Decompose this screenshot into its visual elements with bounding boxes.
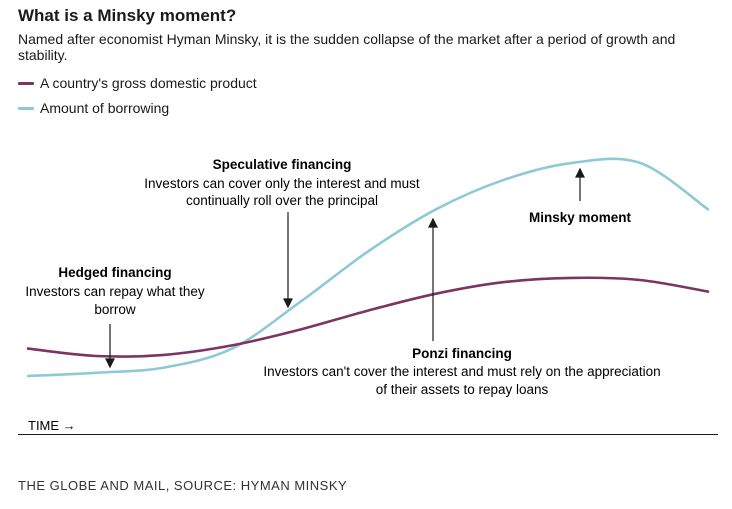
chart-title: What is a Minsky moment? <box>18 6 237 25</box>
legend-item-borrowing: Amount of borrowing <box>18 100 169 116</box>
speculative-arrowhead <box>283 298 293 309</box>
speculative-line1: Investors can cover only the interest an… <box>144 176 420 191</box>
source-credit: THE GLOBE AND MAIL, SOURCE: HYMAN MINSKY <box>18 478 348 493</box>
minsky-title: Minsky moment <box>529 210 632 225</box>
ponzi-line2: of their assets to repay loans <box>376 382 549 397</box>
ponzi-arrowhead <box>428 217 438 228</box>
hedged-arrowhead <box>105 358 115 369</box>
legend-label-gdp: A country's gross domestic product <box>40 75 257 91</box>
series-line-borrowing <box>26 157 710 378</box>
legend-swatch-borrowing <box>18 106 34 110</box>
speculative-line2: continually roll over the principal <box>186 193 378 208</box>
hedged-title: Hedged financing <box>58 265 171 280</box>
hedged-line2: borrow <box>94 302 136 317</box>
hedged-line1: Investors can repay what they <box>25 284 205 299</box>
chart-subtitle: Named after economist Hyman Minsky, it i… <box>18 31 676 63</box>
series-line-gdp <box>26 276 710 358</box>
legend-label-borrowing: Amount of borrowing <box>40 100 170 116</box>
legend-swatch-gdp <box>18 81 34 85</box>
ponzi-title: Ponzi financing <box>412 346 512 361</box>
x-axis-label: TIME → <box>28 418 76 433</box>
speculative-title: Speculative financing <box>213 157 352 172</box>
minsky-arrowhead <box>575 167 585 178</box>
legend-item-gdp: A country's gross domestic product <box>18 75 257 91</box>
ponzi-line1: Investors can't cover the interest and m… <box>263 364 660 379</box>
